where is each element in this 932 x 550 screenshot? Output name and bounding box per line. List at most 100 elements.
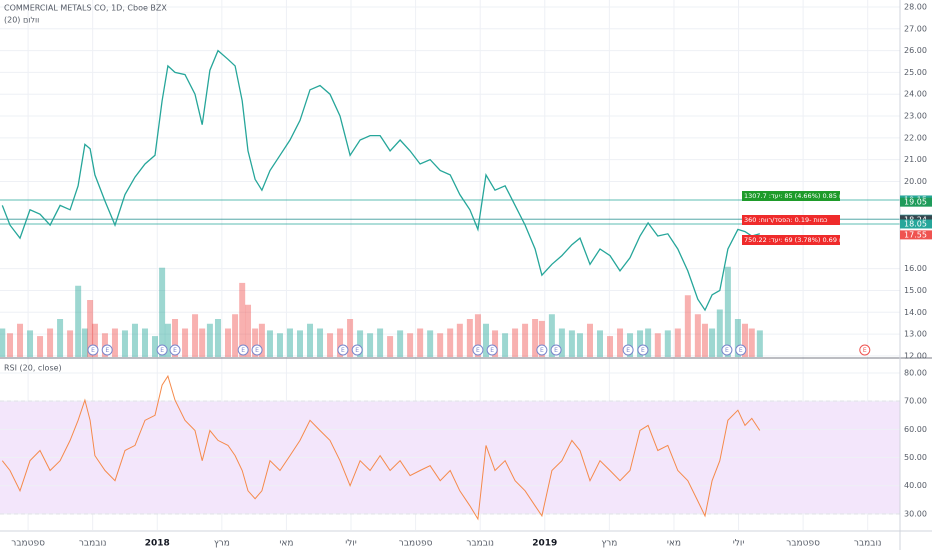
- x-tick-label: 2018: [145, 539, 170, 549]
- volume-title: (20) וולום: [4, 16, 39, 25]
- volume-bar: [502, 333, 509, 357]
- order-label: 750.22 :סכום 0.69 (3.78%) 69 :יעד: [744, 236, 853, 244]
- volume-bar: [159, 267, 166, 357]
- volume-bar: [427, 330, 434, 357]
- volume-bar: [317, 328, 324, 357]
- volume-bar: [674, 328, 681, 357]
- rsi-line: [1, 374, 761, 521]
- y-tick-label: 50.00: [904, 453, 927, 462]
- earnings-marker: [486, 344, 498, 356]
- order-box: [742, 191, 840, 201]
- earnings-label: E: [641, 347, 645, 354]
- volume-bar: [387, 336, 394, 357]
- volume-bar: [724, 266, 731, 357]
- volume-bar: [568, 330, 575, 357]
- volume-bar: [377, 328, 384, 357]
- volume-bar: [0, 328, 6, 357]
- x-tick-label: ספטמבר: [786, 539, 820, 549]
- earnings-label: E: [626, 347, 630, 354]
- y-tick-label: 24.00: [904, 90, 927, 99]
- volume-bar: [91, 323, 98, 357]
- earnings-marker: [735, 344, 747, 356]
- volume-bar: [684, 295, 691, 357]
- earnings-label: E: [554, 347, 558, 354]
- volume-bar: [586, 323, 593, 357]
- x-tick-label: מאי: [279, 539, 293, 549]
- y-tick-label: 22.00: [904, 133, 927, 142]
- earnings-label: E: [255, 347, 259, 354]
- y-tick-label: 27.00: [904, 24, 927, 33]
- volume-bar: [734, 319, 741, 357]
- earnings-marker: [351, 344, 363, 356]
- y-tick-label: 30.00: [904, 509, 927, 518]
- earnings-marker: [550, 344, 562, 356]
- earnings-label: E: [91, 347, 95, 354]
- earnings-label: E: [476, 347, 480, 354]
- y-tick-label: 26.00: [904, 46, 927, 55]
- earnings-marker: [472, 344, 484, 356]
- volume-bar: [538, 320, 545, 357]
- y-tick-label: 14.00: [904, 308, 927, 317]
- y-tick-label: 15.00: [904, 286, 927, 295]
- volume-bar: [206, 323, 213, 357]
- earnings-marker: [622, 344, 634, 356]
- price-label: 17.55: [904, 230, 927, 239]
- volume-bar: [512, 328, 519, 357]
- volume-bar: [131, 323, 138, 357]
- volume-bar: [239, 282, 246, 357]
- volume-bar: [199, 328, 206, 357]
- y-tick-label: 16.00: [904, 264, 927, 273]
- volume-bar: [57, 319, 64, 357]
- volume-bar: [121, 330, 128, 357]
- earnings-label: E: [160, 347, 164, 354]
- price-label: 19.05: [904, 198, 927, 207]
- earnings-marker: [87, 344, 99, 356]
- volume-bar: [224, 328, 231, 357]
- x-tick-label: יולי: [345, 539, 357, 549]
- volume-bar: [357, 330, 364, 357]
- earnings-marker: [637, 344, 649, 356]
- volume-bar: [111, 328, 118, 357]
- order-box: [742, 215, 840, 225]
- volume-bar: [748, 328, 755, 357]
- earnings-label: E: [173, 347, 177, 354]
- volume-bar: [214, 319, 221, 357]
- earnings-label: E: [241, 347, 245, 354]
- x-tick-label: נובמבר: [79, 539, 107, 549]
- volume-bar: [7, 333, 14, 357]
- earnings-marker: [536, 344, 548, 356]
- x-tick-label: נובמבר: [854, 539, 882, 549]
- volume-bar: [417, 328, 424, 357]
- earnings-label: E: [725, 347, 729, 354]
- y-tick-label: 20.00: [904, 177, 927, 186]
- earnings-label: E: [739, 347, 743, 354]
- y-tick-label: 25.00: [904, 68, 927, 77]
- volume-bar: [716, 309, 723, 357]
- volume-bar: [182, 328, 189, 357]
- volume-bar: [252, 328, 259, 357]
- volume-bar: [27, 330, 34, 357]
- volume-bar: [37, 336, 44, 357]
- volume-bar: [17, 323, 24, 357]
- x-tick-label: ספטמבר: [11, 539, 45, 549]
- volume-bar: [701, 323, 708, 357]
- volume-bar: [367, 333, 374, 357]
- volume-bar: [558, 328, 565, 357]
- volume-bar: [522, 323, 529, 357]
- earnings-marker: [101, 344, 113, 356]
- y-tick-label: 28.00: [904, 2, 927, 11]
- y-tick-label: 80.00: [904, 368, 927, 377]
- price-line: [1, 49, 760, 312]
- y-tick-label: 40.00: [904, 481, 927, 490]
- volume-bar: [164, 323, 171, 357]
- volume-bar: [532, 319, 539, 357]
- chart-title: COMMERCIAL METALS CO, 1D, Cboe BZX: [4, 4, 167, 13]
- earnings-label: E: [355, 347, 359, 354]
- x-tick-label: יולי: [733, 539, 745, 549]
- volume-bar: [492, 330, 499, 357]
- volume-bar: [447, 328, 454, 357]
- volume-bar: [397, 330, 404, 357]
- x-tick-label: נובמבר: [466, 539, 494, 549]
- x-tick-label: מאי: [667, 539, 681, 549]
